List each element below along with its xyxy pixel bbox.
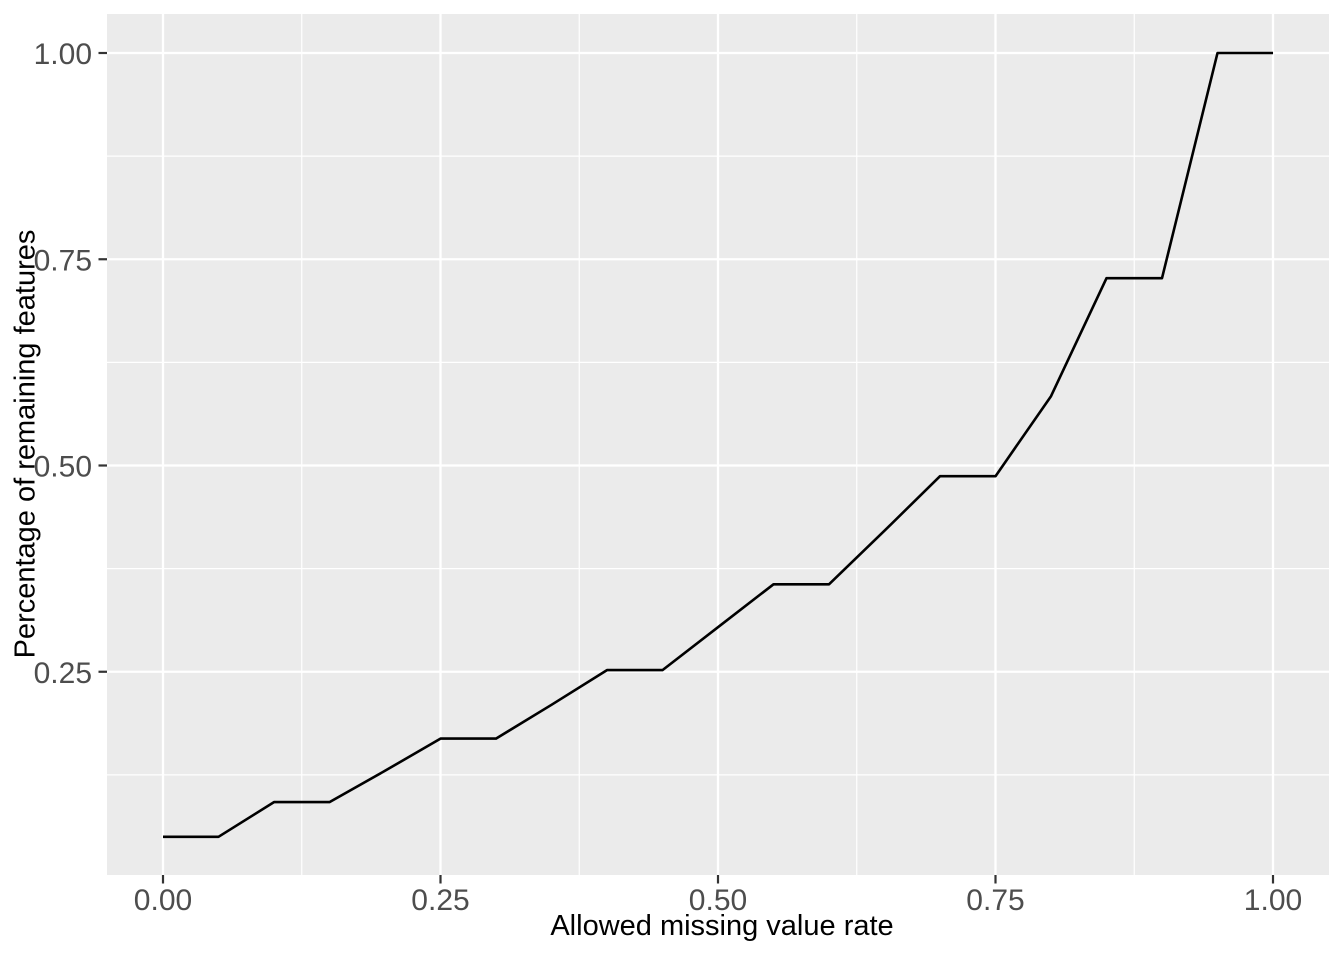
y-tick-label: 1.00 — [34, 38, 92, 71]
x-tick-label: 1.00 — [1244, 884, 1302, 917]
x-tick-label: 0.00 — [134, 884, 192, 917]
x-tick-label: 0.50 — [689, 884, 747, 917]
y-axis-title: Percentage of remaining features — [9, 229, 42, 659]
x-tick-label: 0.75 — [966, 884, 1024, 917]
y-tick-label: 0.75 — [34, 244, 92, 277]
data-line — [163, 51, 1273, 839]
x-tick-label: 0.25 — [411, 884, 469, 917]
x-axis-title: Allowed missing value rate — [550, 910, 894, 942]
y-tick-label: 0.50 — [34, 451, 92, 484]
y-tick-label: 0.25 — [34, 657, 92, 690]
